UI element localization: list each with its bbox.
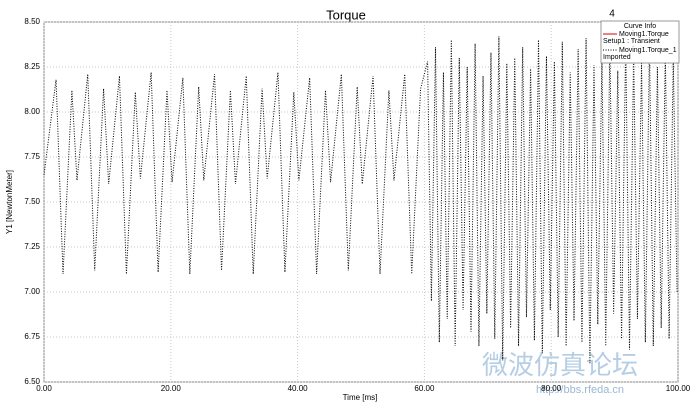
x-tick-label: 60.00 xyxy=(414,384,435,393)
y-tick-label: 7.25 xyxy=(24,242,40,251)
y-tick-label: 8.00 xyxy=(24,107,40,116)
x-tick-label: 40.00 xyxy=(288,384,309,393)
y-tick-label: 6.75 xyxy=(24,332,40,341)
legend-entry: Moving1.Torque_1 xyxy=(619,47,677,54)
y-tick-label: 7.50 xyxy=(24,197,40,206)
legend-detail: Imported xyxy=(603,54,631,61)
legend-entry: Moving1.Torque xyxy=(619,31,669,38)
watermark-title: 微波仿真论坛 xyxy=(482,350,638,380)
x-tick-label: 80.00 xyxy=(541,384,562,393)
y-tick-label: 6.50 xyxy=(24,377,40,386)
y-tick-label: 8.25 xyxy=(24,62,40,71)
y-tick-label: 7.75 xyxy=(24,152,40,161)
data-line xyxy=(43,36,678,365)
y-axis-label: Y1 [NewtonMeter] xyxy=(5,170,14,234)
x-axis-label: Time [ms] xyxy=(343,393,378,402)
x-tick-label: 0.00 xyxy=(36,384,52,393)
x-tick-label: 20.00 xyxy=(161,384,182,393)
x-tick-label: 100.00 xyxy=(666,384,691,393)
y-tick-label: 8.50 xyxy=(24,17,40,26)
watermark-url: http://bbs.rfeda.cn xyxy=(536,384,624,396)
y-tick-label: 7.00 xyxy=(24,287,40,296)
legend-title: Curve Info xyxy=(624,23,656,30)
legend-detail: Setup1 : Transient xyxy=(603,38,660,45)
legend-box xyxy=(600,20,680,64)
chart-title: Torque xyxy=(326,7,366,22)
corner-label: 4 xyxy=(609,9,615,20)
